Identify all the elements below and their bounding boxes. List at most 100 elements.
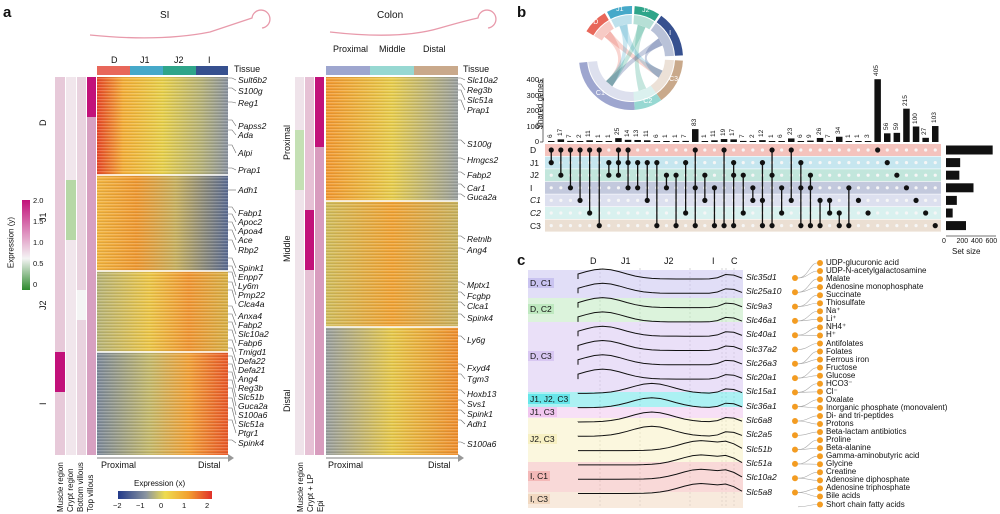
si-gene-Enpp7: Enpp7 [238, 272, 263, 282]
si-gene-S100g: S100g [238, 86, 263, 96]
matrix-dot-36-J1 [895, 161, 899, 165]
matrix-dot-35-C3 [885, 224, 889, 228]
substrate-node-17 [817, 396, 823, 403]
matrix-dot-34-J1 [876, 161, 880, 165]
slc-gene-Slc40a1: Slc40a1 [746, 329, 777, 340]
substrate-0: UDP-glucuronic acid [826, 258, 899, 267]
slc-gene-Slc10a2: Slc10a2 [746, 472, 777, 483]
intersection-bar-11 [653, 141, 661, 142]
matrix-dot-38-J1 [914, 161, 918, 165]
colon-leader-Car1 [458, 183, 466, 189]
si-bottom-1: Crypt region [66, 468, 75, 512]
si-tissue-bar [97, 66, 228, 75]
group-label-4: J1, C3 [528, 406, 557, 417]
matrix-dot-1-I [559, 186, 563, 190]
colon-gene-Spink4: Spink4 [467, 313, 493, 323]
si-gene-Rbp2: Rbp2 [238, 245, 259, 255]
intersection-bar-32 [855, 141, 862, 142]
density-curve-Slc40a1 [577, 325, 743, 337]
colon-title: Colon [377, 10, 404, 21]
panel-c-density-plots [528, 260, 823, 508]
si-leader-Ada [228, 129, 237, 136]
colon-tissue-label: Tissue [463, 64, 490, 74]
matrix-dot-37-C2 [904, 211, 909, 215]
chord-ribbon-3 [634, 24, 647, 92]
bar-label-40: 103 [931, 112, 938, 124]
substrate-node-12 [817, 356, 823, 363]
substrate-link-26 [797, 472, 818, 479]
matrix-dot-20-J2 [740, 172, 746, 178]
colon-leader-Fcgbp [458, 291, 466, 297]
matrix-dot-34-D [875, 147, 881, 153]
substrate-link-16 [797, 391, 818, 393]
matrix-dot-12-J1 [664, 161, 669, 165]
substrate-node-30 [817, 501, 823, 508]
set-size-tick-3: 600 [985, 238, 998, 245]
intersection-bar-4 [586, 140, 593, 142]
set-label-D: D [530, 145, 537, 155]
si-leader-Slc51a [228, 407, 237, 425]
intersection-bar-5 [596, 141, 603, 142]
substrate-15: HCO3⁻ [826, 378, 853, 388]
matrix-dot-29-J1 [828, 161, 832, 165]
si-leader-Guca2a [228, 387, 237, 407]
si-gene-leaders [228, 77, 237, 444]
slc-gene-Slc51b: Slc51b [746, 443, 772, 454]
intersection-bar-27 [807, 140, 814, 142]
si-leader-Anxa4 [228, 305, 237, 317]
colon-gene-S100g: S100g [467, 139, 492, 149]
substrate-node-3 [817, 284, 823, 291]
si-gene-Prap1: Prap1 [238, 165, 261, 175]
substrate-node-19 [817, 412, 823, 419]
si-axis-left: Proximal [101, 460, 137, 470]
matrix-dot-13-D [674, 148, 678, 152]
colon-heatmap [326, 77, 458, 455]
substrate-link-29 [797, 492, 818, 497]
substrate-node-14 [817, 372, 823, 379]
matrix-dot-30-C1 [837, 198, 841, 202]
substrate-node-1 [817, 268, 823, 275]
colon-leader-Prap1 [458, 99, 466, 111]
xtick-3: 1 [182, 501, 187, 510]
si-leader-Reg1 [228, 101, 237, 104]
si-gene-Defa21: Defa21 [238, 365, 266, 375]
intersection-bar-20 [740, 140, 747, 142]
matrix-dot-16-C3 [703, 224, 707, 228]
gene-node-Slc20a1 [792, 375, 798, 382]
region-J2: J2 [664, 256, 674, 266]
matrix-dot-39-D [924, 148, 928, 152]
bar-label-3: 2 [575, 134, 583, 138]
intersection-bar-36 [893, 132, 901, 142]
si-leader-Ace [228, 229, 237, 241]
group-band-0 [528, 270, 743, 298]
bar-label-15: 83 [691, 118, 698, 127]
substrate-node-11 [817, 348, 823, 355]
bar-label-30: 34 [835, 126, 842, 134]
matrix-dot-12-J2 [663, 172, 670, 178]
matrix-dot-12-D [664, 148, 669, 152]
density-curve-Slc20a1 [577, 368, 743, 380]
matrix-dot-27-J2 [807, 172, 814, 178]
matrix-dot-24-J1 [780, 161, 784, 165]
matrix-dot-34-J2 [876, 173, 880, 177]
substrate-node-26 [817, 469, 823, 476]
matrix-dot-40-C2 [933, 211, 937, 215]
matrix-dot-24-C3 [780, 224, 784, 228]
substrate-23: Beta-alanine [826, 443, 871, 453]
bar-label-16: 1 [700, 134, 708, 138]
ytick-4: 0 [33, 280, 38, 289]
matrix-dot-32-C3 [856, 224, 861, 228]
group-band-5 [528, 418, 743, 462]
slc-gene-Slc2a5: Slc2a5 [746, 429, 772, 440]
panel-label-b: b [517, 4, 527, 21]
colon-section-2: Distal [423, 44, 446, 54]
bar-label-19: 17 [729, 129, 737, 137]
gene-node-Slc9a3 [792, 303, 798, 310]
colon-leader-Reg3b [458, 83, 466, 91]
matrix-dot-28-I [818, 186, 822, 190]
substrate-link-1 [797, 270, 818, 279]
si-gene-Fabp2: Fabp2 [238, 320, 263, 330]
matrix-dot-31-I [846, 185, 852, 191]
ytick-0: 2.0 [33, 196, 44, 205]
substrate-node-18 [817, 404, 823, 411]
